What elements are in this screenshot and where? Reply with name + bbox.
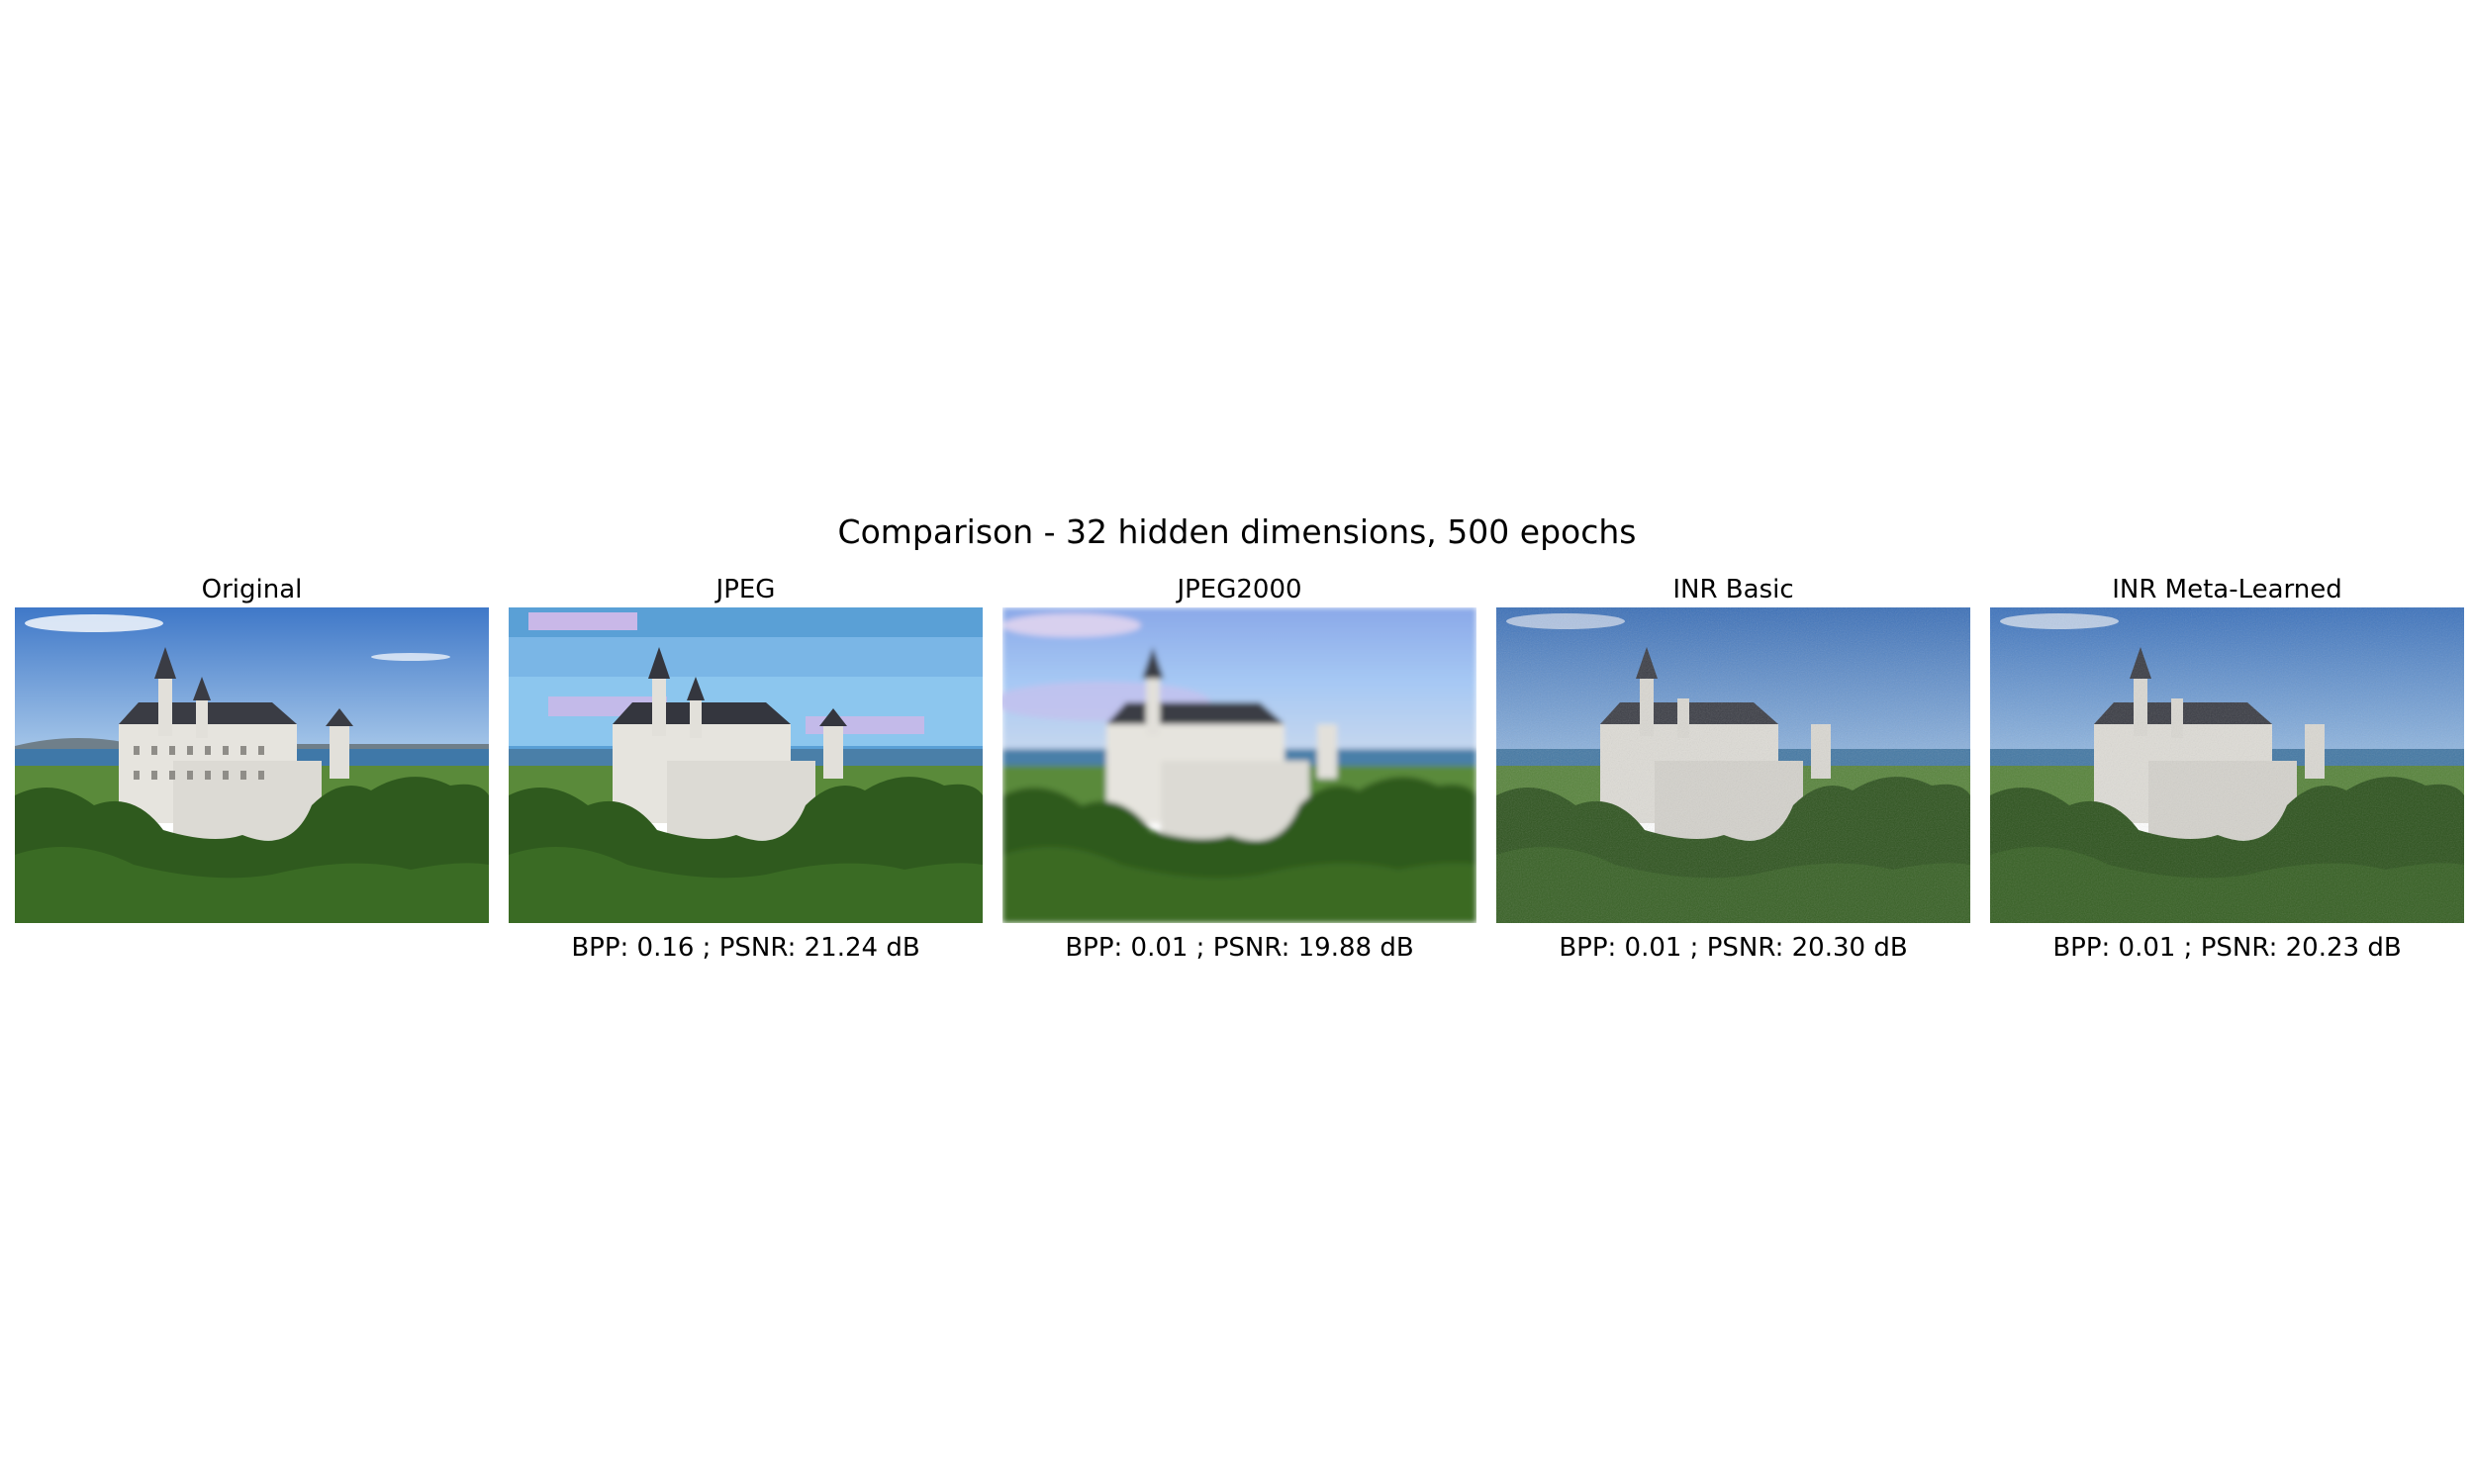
castle-photo-original (15, 607, 489, 923)
castle-photo-jpeg (509, 607, 983, 923)
panel-title: Original (201, 575, 303, 604)
panel-jpeg: JPEG BPP: 0.16 ; (509, 572, 983, 965)
panel-caption: BPP: 0.01 ; PSNR: 19.88 dB (1065, 933, 1414, 963)
castle-shape (119, 647, 353, 840)
panel-caption: BPP: 0.16 ; PSNR: 21.24 dB (571, 933, 920, 963)
panel-caption: BPP: 0.01 ; PSNR: 20.30 dB (1559, 933, 1908, 963)
panel-caption: BPP: 0.01 ; PSNR: 20.23 dB (2052, 933, 2402, 963)
panel-caption (15, 931, 489, 965)
castle-photo-inr-basic (1496, 607, 1970, 923)
castle-shape (613, 647, 847, 840)
panel-title: JPEG (715, 575, 776, 604)
panel-original: Original (15, 572, 489, 965)
panel-title: INR Basic (1672, 575, 1794, 604)
panel-title: INR Meta-Learned (2112, 575, 2342, 604)
castle-photo-inr-meta-learned (1990, 607, 2464, 923)
panel-title: JPEG2000 (1177, 575, 1302, 604)
castle-photo-jpeg2000 (1002, 607, 1476, 923)
panel-jpeg2000: JPEG2000 (1002, 572, 1476, 965)
figure-title: Comparison - 32 hidden dimensions, 500 e… (837, 512, 1637, 551)
panel-inr-meta-learned: INR Meta-Learned BPP: (1990, 572, 2464, 965)
panel-inr-basic: INR Basic BPP: 0.01 ; (1496, 572, 1970, 965)
